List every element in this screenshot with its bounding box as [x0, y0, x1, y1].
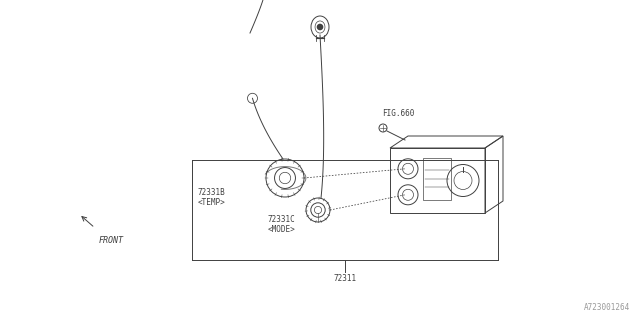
Text: A723001264: A723001264: [584, 303, 630, 312]
Text: FIG.660: FIG.660: [382, 109, 414, 118]
Bar: [423, 158, 451, 200]
Text: 72331C
<MODE>: 72331C <MODE>: [268, 215, 296, 234]
Text: FRONT: FRONT: [99, 236, 124, 245]
Text: 72331B
<TEMP>: 72331B <TEMP>: [198, 188, 226, 207]
Text: 72311: 72311: [333, 274, 356, 283]
Circle shape: [317, 24, 323, 30]
